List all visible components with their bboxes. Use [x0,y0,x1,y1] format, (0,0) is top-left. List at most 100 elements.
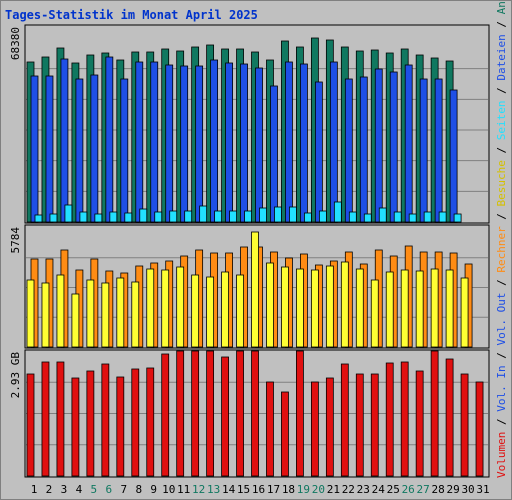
bar-dateien-day-14 [225,62,233,223]
bar-besuche-day-13 [206,276,215,348]
y-max-label: 68380 [9,27,22,60]
bar-volumen-day-10 [161,353,170,477]
bar-besuche-day-30 [460,277,469,348]
x-tick-label: 1 [31,483,38,496]
bar-volumen-day-23 [355,373,364,477]
bar-seiten-day-13 [214,210,223,223]
bar-volumen-day-20 [310,381,319,477]
bar-seiten-day-8 [139,208,148,223]
bar-dateien-day-8 [135,61,144,223]
bar-besuche-day-18 [281,266,289,348]
legend-entry: / [495,412,508,432]
bar-volumen-day-30 [460,373,469,477]
bar-volumen-day-27 [415,370,424,477]
bar-besuche-day-16 [251,231,259,348]
legend-entry: / [495,81,508,101]
x-tick-label: 16 [252,483,265,496]
x-tick-label: 12 [192,483,205,496]
bar-seiten-day-24 [378,207,387,223]
bar-volumen-day-11 [176,350,185,477]
bar-besuche-day-3 [56,274,65,348]
bar-dateien-day-18 [285,61,293,223]
legend-entry: Besuche [495,160,508,206]
bar-volumen-day-3 [56,361,65,477]
bar-seiten-day-19 [304,212,312,223]
bar-volumen-day-7 [116,376,125,477]
x-tick-label: 4 [76,483,83,496]
x-tick-label: 6 [106,483,113,496]
bar-dateien-day-4 [75,78,84,223]
bar-seiten-day-25 [393,211,402,223]
bar-dateien-day-6 [105,56,114,223]
bar-besuche-day-7 [116,277,125,348]
bar-seiten-day-18 [289,206,297,223]
x-tick-label: 25 [387,483,400,496]
bar-volumen-day-14 [221,356,229,477]
bar-volumen-day-15 [236,350,244,477]
bar-seiten-day-7 [124,212,133,223]
bar-dateien-day-13 [210,59,219,223]
chart-title: Tages-Statistik im Monat April 2025 [5,8,258,22]
bar-volumen-day-25 [385,362,394,477]
bar-besuche-day-17 [266,262,274,348]
x-tick-label: 27 [417,483,430,496]
bar-besuche-day-20 [310,269,319,348]
bar-volumen-day-24 [370,373,379,477]
bar-seiten-day-11 [184,210,193,223]
x-tick-label: 26 [402,483,415,496]
bar-dateien-day-5 [90,74,99,223]
bar-dateien-day-19 [300,63,308,223]
bar-volumen-day-9 [146,367,155,477]
legend-entry: / [495,140,508,160]
bar-besuche-day-28 [430,268,439,348]
bar-besuche-day-29 [445,269,454,348]
x-tick-label: 31 [476,483,489,496]
bar-besuche-day-2 [41,282,50,348]
bar-dateien-day-2 [45,75,54,223]
bar-seiten-day-15 [244,210,252,223]
bar-dateien-day-26 [404,64,413,223]
bar-besuche-day-4 [71,293,80,348]
series-dateien [30,56,458,223]
bar-dateien-day-10 [165,64,174,223]
bar-dateien-day-24 [374,68,383,223]
panel-hits: 68380 [9,24,490,224]
bar-seiten-day-22 [348,211,357,223]
bar-volumen-day-19 [296,350,304,477]
bar-besuche-day-6 [101,282,110,348]
bar-volumen-day-12 [191,350,200,477]
legend-entry: Seiten [495,100,508,140]
bar-besuche-day-27 [415,270,424,348]
x-tick-label: 29 [446,483,459,496]
series-volumen [26,350,484,477]
bar-dateien-day-20 [314,81,323,223]
series-seiten [34,201,462,223]
bar-seiten-day-21 [333,201,342,223]
bar-seiten-day-23 [363,213,372,223]
bar-dateien-day-16 [255,67,263,223]
x-tick-label: 2 [46,483,53,496]
bar-dateien-day-11 [180,65,189,223]
x-tick-label: 20 [312,483,325,496]
bar-seiten-day-3 [64,204,73,223]
bar-dateien-day-22 [344,78,353,223]
bar-volumen-day-29 [445,358,454,477]
bar-seiten-day-16 [259,207,267,223]
bar-dateien-day-12 [195,65,204,223]
bar-volumen-day-6 [101,363,110,477]
x-tick-label: 19 [297,483,310,496]
bar-besuche-day-19 [296,268,304,348]
x-tick-label: 23 [357,483,370,496]
x-tick-label: 22 [342,483,355,496]
x-tick-label: 17 [267,483,280,496]
x-tick-label: 10 [162,483,175,496]
bar-seiten-day-12 [199,205,208,223]
bar-seiten-day-4 [79,211,88,223]
x-tick-label: 28 [432,483,445,496]
bar-volumen-day-22 [340,363,349,477]
bar-besuche-day-9 [146,268,155,348]
bar-besuche-day-23 [355,268,364,348]
bar-besuche-day-12 [191,274,200,348]
x-tick-label: 30 [461,483,474,496]
